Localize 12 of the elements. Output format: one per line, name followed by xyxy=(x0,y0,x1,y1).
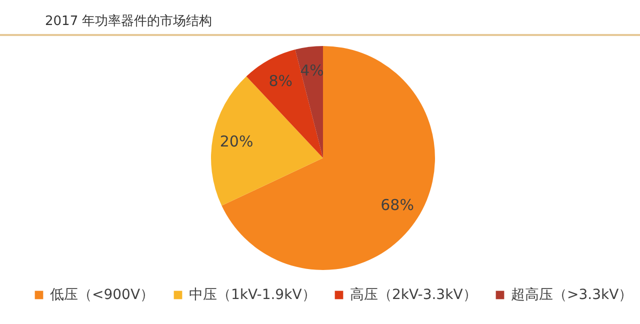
chart-title: 2017 年功率器件的市场结构 xyxy=(45,13,212,29)
data-label: 20% xyxy=(220,132,254,151)
data-label: 68% xyxy=(380,196,414,214)
pie-slice xyxy=(295,46,323,158)
legend-label: 低压（<900V） xyxy=(50,287,154,303)
pie-slice xyxy=(211,76,323,206)
pie-slice xyxy=(222,46,435,270)
data-label: 4% xyxy=(300,62,324,80)
data-label: 8% xyxy=(268,72,293,90)
legend-label: 中压（1kV-1.9kV） xyxy=(189,287,316,303)
legend-label: 高压（2kV-3.3kV） xyxy=(350,287,477,303)
legend-label: 超高压（>3.3kV） xyxy=(511,287,633,303)
